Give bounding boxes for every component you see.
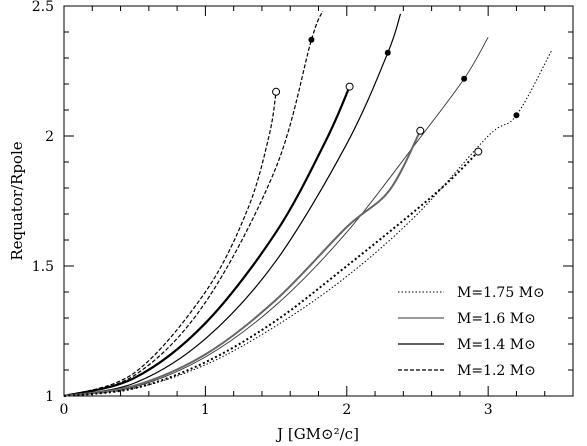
- y-tick-label: 2: [45, 129, 54, 145]
- series-line-3: [63, 10, 324, 397]
- open-marker: [345, 82, 354, 91]
- filled-marker: [308, 36, 315, 43]
- open-marker: [416, 126, 425, 135]
- filled-marker: [461, 75, 468, 82]
- curves: [63, 10, 553, 398]
- y-tick-label: 1: [45, 389, 54, 405]
- tick-labels: 0 1 2 311.522.5: [32, 0, 493, 418]
- y-axis-title: Requator/Rpole: [8, 141, 26, 260]
- legend: M=1.75 M⊙ M=1.6 M⊙ M=1.4 M⊙ M=1.2 M⊙: [398, 285, 545, 379]
- x-tick-label: 0: [60, 402, 69, 418]
- open-marker: [272, 87, 281, 96]
- legend-label: M=1.75 M⊙: [457, 285, 545, 301]
- legend-label: M=1.4 M⊙: [457, 337, 536, 353]
- y-tick-label: 1.5: [32, 259, 54, 275]
- series-line-1: [63, 36, 489, 397]
- open-marker: [474, 147, 483, 156]
- x-axis-title: J [GM⊙²/c]: [275, 425, 359, 443]
- legend-label: M=1.2 M⊙: [457, 363, 536, 379]
- series-line-2: [63, 13, 402, 397]
- extra-line-1: [63, 86, 351, 398]
- x-tick-label: 2: [342, 402, 351, 418]
- series-line-0: [63, 49, 553, 397]
- x-tick-label: 3: [484, 402, 493, 418]
- filled-marker: [513, 112, 520, 119]
- ticks: [63, 5, 574, 397]
- extra-line-3: [63, 150, 479, 397]
- markers: [272, 36, 520, 156]
- extra-line-0: [63, 91, 277, 397]
- filled-marker: [384, 49, 391, 56]
- y-tick-label: 2.5: [32, 0, 54, 15]
- x-tick-label: 1: [201, 402, 210, 418]
- legend-label: M=1.6 M⊙: [457, 311, 536, 327]
- extra-line-2: [63, 130, 422, 397]
